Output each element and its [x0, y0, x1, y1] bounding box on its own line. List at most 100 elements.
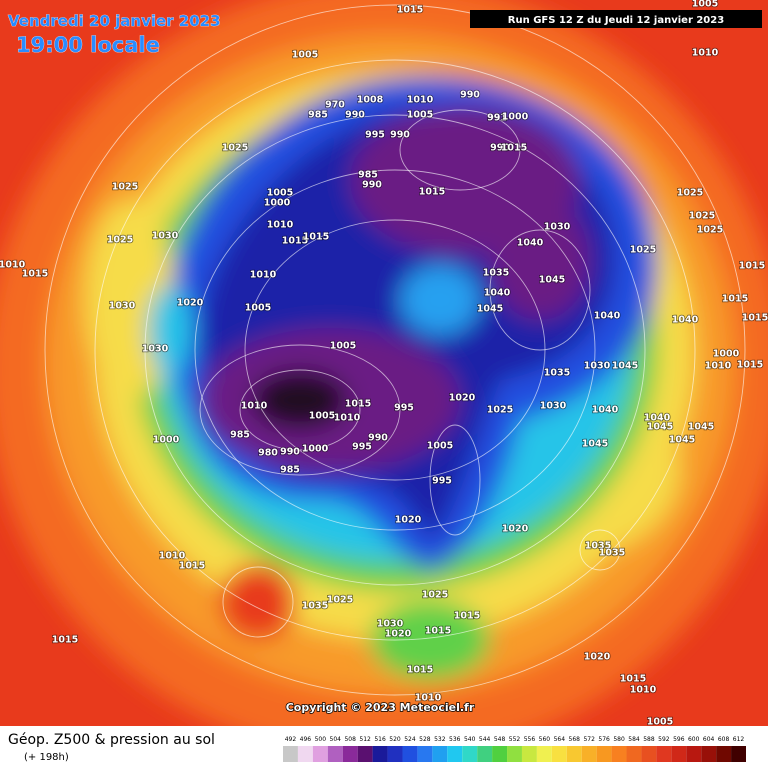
isobar-label: 985 — [308, 110, 328, 121]
scale-label: 608 — [718, 736, 730, 743]
isobar-label: 1040 — [592, 405, 619, 416]
isobar-label: 980 — [258, 448, 278, 459]
isobar-label: 990 — [368, 433, 388, 444]
scale-swatch — [581, 746, 597, 762]
scale-swatch — [536, 746, 552, 762]
scale-swatch — [387, 746, 403, 762]
scale-swatch — [283, 746, 298, 762]
isobar-label: 1008 — [357, 95, 384, 106]
isobar-label: 1000 — [153, 435, 180, 446]
isobar-label: 1040 — [594, 311, 621, 322]
isobar-label: 990 — [345, 110, 365, 121]
isobar-label: 1025 — [107, 235, 133, 246]
isobar-label: 1015 — [22, 269, 48, 280]
isobar-label: 1035 — [302, 601, 328, 612]
isobar-label: 1000 — [713, 349, 740, 360]
isobar-label: 1030 — [152, 231, 179, 242]
isobar-label: 990 — [460, 90, 480, 101]
isobar-label: 985 — [230, 430, 250, 441]
scale-swatch — [686, 746, 702, 762]
isobar-label: 1025 — [677, 188, 703, 199]
isobar-label: 1030 — [377, 619, 404, 630]
isobar-label: 1040 — [517, 238, 544, 249]
scale-label: 504 — [330, 736, 342, 743]
isobar-label: 1045 — [582, 439, 608, 450]
isobar-label: 1045 — [669, 435, 695, 446]
scale-label: 564 — [554, 736, 566, 743]
isobar-label: 1035 — [483, 268, 509, 279]
scale-label: 568 — [569, 736, 581, 743]
isobar-label: 995 — [365, 130, 385, 141]
isobar-label: 1025 — [689, 211, 715, 222]
scale-swatch — [551, 746, 567, 762]
isobar-label: 1010 — [692, 48, 719, 59]
scale-swatch — [671, 746, 687, 762]
isobar-label: 1015 — [737, 360, 763, 371]
scale-swatch — [566, 746, 582, 762]
scale-label: 520 — [389, 736, 401, 743]
isobar-label: 1035 — [544, 368, 570, 379]
scale-label: 572 — [583, 736, 595, 743]
copyright: Copyright © 2023 Meteociel.fr — [286, 701, 475, 714]
scale-swatch — [417, 746, 433, 762]
scale-label: 540 — [464, 736, 476, 743]
isobar-label: 1010 — [0, 260, 26, 271]
isobar-label: 1030 — [142, 344, 169, 355]
isobar-label: 1005 — [245, 303, 271, 314]
scale-swatch — [507, 746, 522, 762]
run-info: Run GFS 12 Z du Jeudi 12 janvier 2023 — [508, 15, 724, 26]
isobar-label: 995 — [432, 476, 452, 487]
scale-label: 612 — [733, 736, 745, 743]
isobar-label: 1030 — [584, 361, 611, 372]
scale-swatch — [462, 746, 478, 762]
scale-label: 512 — [359, 736, 371, 743]
isobar-label: 985 — [358, 170, 378, 181]
isobar-label: 970 — [325, 100, 345, 111]
isobar-label: 1005 — [292, 50, 318, 61]
isobar-label: 1020 — [395, 515, 422, 526]
isobar-label: 1010 — [705, 361, 732, 372]
footer-subtitle: (+ 198h) — [24, 752, 69, 763]
scale-swatch — [327, 746, 343, 762]
isobar-label: 1005 — [330, 341, 356, 352]
scale-label: 576 — [598, 736, 610, 743]
scale-label: 580 — [613, 736, 625, 743]
isobar-label: 1010 — [407, 95, 434, 106]
scale-label: 508 — [344, 736, 356, 743]
scale-label: 544 — [479, 736, 491, 743]
scale-swatch — [701, 746, 717, 762]
isobar-label: 1015 — [722, 294, 748, 305]
isobar-label: 990 — [280, 447, 300, 458]
isobar-label: 1045 — [647, 422, 673, 433]
isobar-label: 990 — [362, 180, 382, 191]
isobar-label: 991 — [487, 113, 507, 124]
isobar-label: 1000 — [502, 112, 529, 123]
isobar-label: 1015 — [282, 236, 308, 247]
scale-swatch — [521, 746, 537, 762]
isobar-label: 1045 — [477, 304, 503, 315]
isobar-label: 1035 — [599, 548, 625, 559]
isobar-label: 1015 — [742, 313, 768, 324]
isobar-label: 1025 — [327, 595, 353, 606]
isobar-label: 1045 — [612, 361, 638, 372]
scale-swatch — [297, 746, 313, 762]
scale-label: 584 — [628, 736, 640, 743]
isobar-label: 995 — [352, 442, 372, 453]
isobar-label: 1015 — [407, 665, 433, 676]
isobar-label: 1005 — [309, 411, 335, 422]
scale-label: 528 — [419, 736, 431, 743]
scale-swatch — [402, 746, 418, 762]
scale-label: 492 — [285, 736, 297, 743]
isobar-label: 1020 — [177, 298, 204, 309]
scale-label: 496 — [300, 736, 312, 743]
isobar-label: 1015 — [419, 187, 445, 198]
isobar-label: 990 — [490, 143, 510, 154]
scale-label: 556 — [524, 736, 536, 743]
isobar-label: 1025 — [697, 225, 723, 236]
scale-label: 524 — [404, 736, 416, 743]
isobar-label: 1005 — [267, 188, 293, 199]
scale-swatch — [477, 746, 493, 762]
isobar-label: 1015 — [52, 635, 78, 646]
